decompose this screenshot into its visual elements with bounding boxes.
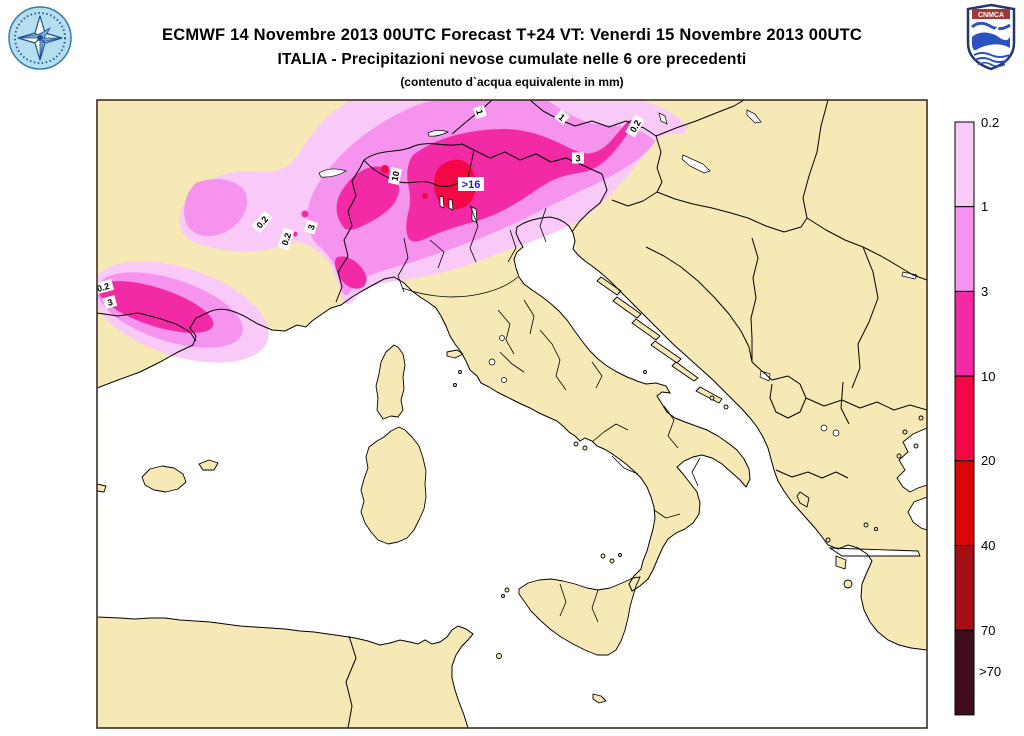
colorbar-segment (954, 460, 975, 546)
compass-rose-icon (17, 15, 63, 61)
island-kefalonia (835, 555, 847, 570)
colorbar-tick: 20 (981, 453, 995, 468)
lake-neusiedl (658, 112, 668, 125)
island-menorca (198, 459, 219, 471)
colorbar-segment (954, 121, 975, 208)
wave-icon (971, 21, 1011, 68)
contour-label: 10 (390, 170, 402, 182)
island-malta (592, 693, 607, 704)
contour-label: 0.2 (96, 281, 111, 294)
map-frame (96, 99, 928, 729)
aeronautica-militare-logo (8, 6, 72, 70)
colorbar-tick: 40 (981, 538, 995, 553)
contour-label: 1 (474, 108, 485, 115)
contour-label: 3 (306, 223, 317, 231)
lake-maggiore (448, 198, 454, 211)
title-line2: ITALIA - Precipitazioni nevose cumulate … (277, 51, 747, 68)
country-borders (97, 100, 927, 728)
colorbar-tick: 0.2 (981, 115, 999, 130)
cnmca-text: CNMCA (978, 12, 1004, 19)
cnmca-logo: CNMCA (966, 3, 1016, 71)
contour-label: 3 (575, 154, 580, 164)
island-sicily (518, 576, 641, 656)
contour-label: 3 (106, 297, 113, 308)
colorbar-tick: 3 (981, 284, 988, 299)
colorbar-tick: 1 (981, 199, 988, 214)
colorbar-segment (954, 629, 975, 716)
colorbar-segment (954, 545, 975, 631)
title-line3: (contenuto d`acqua equivalente in mm) (400, 75, 624, 89)
island-elba (446, 349, 464, 359)
lake-geneva (318, 168, 347, 178)
islands (97, 276, 924, 704)
colorbar: 0.2 1 3 10 20 40 70 >70 (954, 115, 1001, 716)
lakes (318, 109, 918, 437)
island-corfu (796, 491, 810, 508)
max-value-label: >16 (462, 179, 481, 191)
colorbar-tick: >70 (979, 664, 1001, 679)
island-sardinia (360, 426, 427, 545)
colorbar-tick: 10 (981, 369, 995, 384)
region-borders (397, 204, 701, 623)
colorbar-tick: 70 (981, 623, 995, 638)
colorbar-segment (954, 375, 975, 462)
title-line1: ECMWF 14 Novembre 2013 00UTC Forecast T+… (162, 26, 862, 44)
lake-constance (427, 129, 449, 137)
island-ibiza (97, 483, 107, 493)
lake-skadar (759, 370, 771, 382)
colorbar-segment (954, 206, 975, 292)
colorbar-segment (954, 290, 975, 377)
contour-label: 0.2 (280, 232, 293, 247)
island-mallorca (141, 465, 187, 493)
aegean-inlets (828, 427, 927, 557)
island-corsica (375, 344, 406, 420)
contour-label: 1 (557, 112, 567, 123)
lake-balaton (681, 154, 711, 174)
lake-como (439, 195, 445, 209)
